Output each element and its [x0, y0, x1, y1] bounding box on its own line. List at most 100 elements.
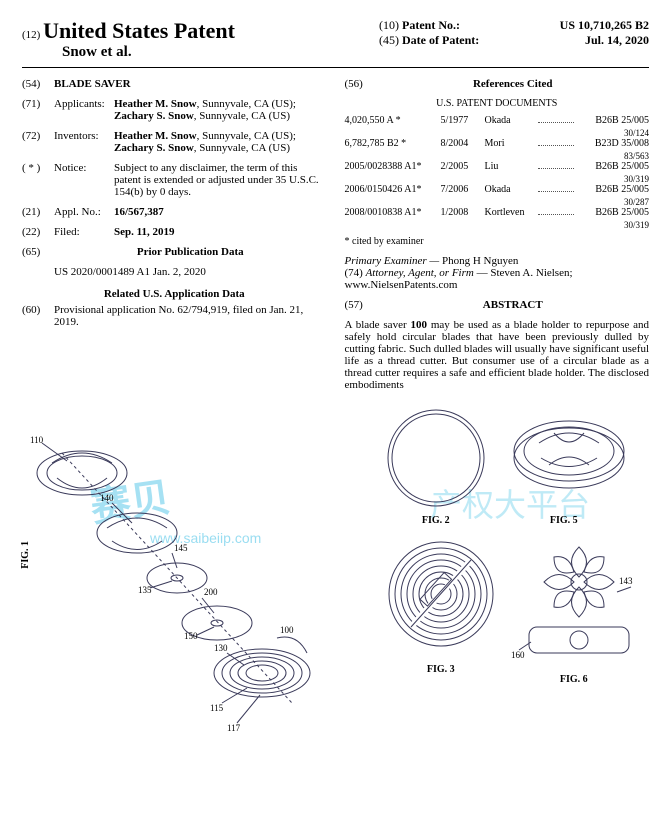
- applicants-label: Applicants:: [54, 98, 114, 110]
- right-column: (56) References Cited U.S. PATENT DOCUME…: [345, 78, 650, 391]
- ref-class: B26B 25/005: [577, 161, 649, 172]
- ref-inventor: Mori: [485, 138, 535, 149]
- cited-by-examiner: * cited by examiner: [345, 236, 650, 247]
- ref-inventor: Okada: [485, 184, 535, 195]
- field-54-num: (54): [22, 78, 54, 90]
- filed-value: Sep. 11, 2019: [114, 226, 175, 238]
- inventors-line: Snow et al.: [62, 44, 235, 61]
- ref-date: 8/2004: [441, 138, 485, 149]
- ref-subclass: 30/319: [345, 220, 650, 230]
- figure-2: FIG. 2: [381, 403, 491, 526]
- svg-text:117: 117: [227, 723, 241, 733]
- figure-6: 143 160 FIG. 6: [509, 532, 639, 685]
- svg-text:150: 150: [184, 631, 198, 641]
- ref-date: 1/2008: [441, 207, 485, 218]
- ref-inventor: Kortleven: [485, 207, 535, 218]
- field-22-num: (22): [22, 226, 54, 238]
- provisional-value: Provisional application No. 62/794,919, …: [54, 304, 327, 328]
- svg-text:145: 145: [174, 543, 188, 553]
- prior-pub-line: US 2020/0001489 A1 Jan. 2, 2020: [54, 266, 327, 278]
- fig1-svg: 110 140 145 200 135 130 150 115 117 100: [22, 403, 342, 743]
- ref-dots: [538, 138, 575, 146]
- related-app-title: Related U.S. Application Data: [22, 288, 327, 300]
- ref-number: 6,782,785 B2 *: [345, 138, 441, 149]
- references-table: 4,020,550 A *5/1977OkadaB26B 25/00530/12…: [345, 115, 650, 230]
- abstract-title: ABSTRACT: [483, 299, 543, 311]
- inventors-label: Inventors:: [54, 130, 114, 142]
- figures-right-col: FIG. 2 FIG. 5: [381, 403, 649, 743]
- patent-header: (12) United States Patent Snow et al. (1…: [22, 18, 649, 61]
- code-10: (10): [379, 18, 399, 32]
- field-56-num: (56): [345, 78, 377, 90]
- ref-class: B26B 25/005: [577, 115, 649, 126]
- header-left: (12) United States Patent Snow et al.: [22, 18, 235, 61]
- primary-examiner-label: Primary Examiner —: [345, 255, 440, 267]
- ref-inventor: Liu: [485, 161, 535, 172]
- field-60-num: (60): [22, 304, 54, 316]
- applno-value: 16/567,387: [114, 206, 164, 218]
- ref-subclass: 30/287: [345, 197, 650, 207]
- header-right: (10) Patent No.: US 10,710,265 B2 (45) D…: [379, 18, 649, 48]
- ref-date: 7/2006: [441, 184, 485, 195]
- left-column: (54) BLADE SAVER (71) Applicants: Heathe…: [22, 78, 327, 391]
- fig2-caption: FIG. 2: [381, 515, 491, 526]
- ref-date: 5/1977: [441, 115, 485, 126]
- field-notice-num: ( * ): [22, 162, 54, 174]
- svg-text:160: 160: [511, 650, 525, 660]
- date-of-patent: Jul. 14, 2020: [585, 33, 649, 48]
- inventors-value: Heather M. Snow, Sunnyvale, CA (US); Zac…: [114, 130, 296, 154]
- svg-text:143: 143: [619, 576, 633, 586]
- figures-area: FIG. 1 110: [22, 403, 649, 743]
- prior-pub-title: Prior Publication Data: [137, 246, 244, 258]
- fig5-caption: FIG. 5: [499, 515, 629, 526]
- fig5-svg: [499, 403, 629, 513]
- primary-examiner: Phong H Nguyen: [442, 255, 518, 267]
- ref-dots: [538, 184, 575, 192]
- patent-no-label: Patent No.:: [402, 18, 460, 32]
- doc-title: United States Patent: [43, 18, 235, 43]
- ref-class: B26B 25/005: [577, 184, 649, 195]
- ref-subclass: 83/563: [345, 151, 650, 161]
- svg-text:140: 140: [100, 493, 114, 503]
- attorney-label: (74) Attorney, Agent, or Firm —: [345, 267, 488, 279]
- svg-text:200: 200: [204, 587, 218, 597]
- fig2-svg: [381, 403, 491, 513]
- invention-title: BLADE SAVER: [54, 78, 131, 90]
- header-divider: [22, 67, 649, 68]
- us-patent-docs-title: U.S. PATENT DOCUMENTS: [345, 98, 650, 109]
- ref-class: B23D 35/008: [577, 138, 649, 149]
- fig3-svg: [381, 532, 501, 662]
- reference-row: 2006/0150426 A1*7/2006Okada B26B 25/005: [345, 184, 650, 195]
- ref-number: 2006/0150426 A1*: [345, 184, 441, 195]
- svg-text:130: 130: [214, 643, 228, 653]
- ref-number: 2005/0028388 A1*: [345, 161, 441, 172]
- field-57-num: (57): [345, 299, 377, 311]
- reference-row: 2005/0028388 A1*2/2005LiuB26B 25/005: [345, 161, 650, 172]
- notice-label: Notice:: [54, 162, 114, 174]
- svg-text:115: 115: [210, 703, 224, 713]
- patent-no: US 10,710,265 B2: [560, 18, 649, 33]
- ref-dots: [538, 161, 575, 169]
- abstract-body: A blade saver 100 may be used as a blade…: [345, 319, 650, 391]
- figure-3: FIG. 3: [381, 532, 501, 685]
- fig6-caption: FIG. 6: [509, 674, 639, 685]
- code-45: (45): [379, 33, 399, 47]
- ref-subclass: 30/319: [345, 174, 650, 184]
- applno-label: Appl. No.:: [54, 206, 114, 218]
- reference-row: 4,020,550 A *5/1977OkadaB26B 25/005: [345, 115, 650, 126]
- applicants-value: Heather M. Snow, Sunnyvale, CA (US); Zac…: [114, 98, 296, 122]
- ref-number: 4,020,550 A *: [345, 115, 441, 126]
- ref-dots: [538, 207, 575, 215]
- fig1-caption: FIG. 1: [20, 541, 31, 569]
- svg-text:110: 110: [30, 435, 44, 445]
- field-72-num: (72): [22, 130, 54, 142]
- svg-text:100: 100: [280, 625, 294, 635]
- reference-row: 6,782,785 B2 *8/2004Mori B23D 35/008: [345, 138, 650, 149]
- figure-5: FIG. 5: [499, 403, 629, 526]
- body-columns: (54) BLADE SAVER (71) Applicants: Heathe…: [22, 78, 649, 391]
- svg-text:135: 135: [138, 585, 152, 595]
- fig6-svg: 143 160: [509, 532, 639, 672]
- field-21-num: (21): [22, 206, 54, 218]
- ref-subclass: 30/124: [345, 128, 650, 138]
- field-71-num: (71): [22, 98, 54, 110]
